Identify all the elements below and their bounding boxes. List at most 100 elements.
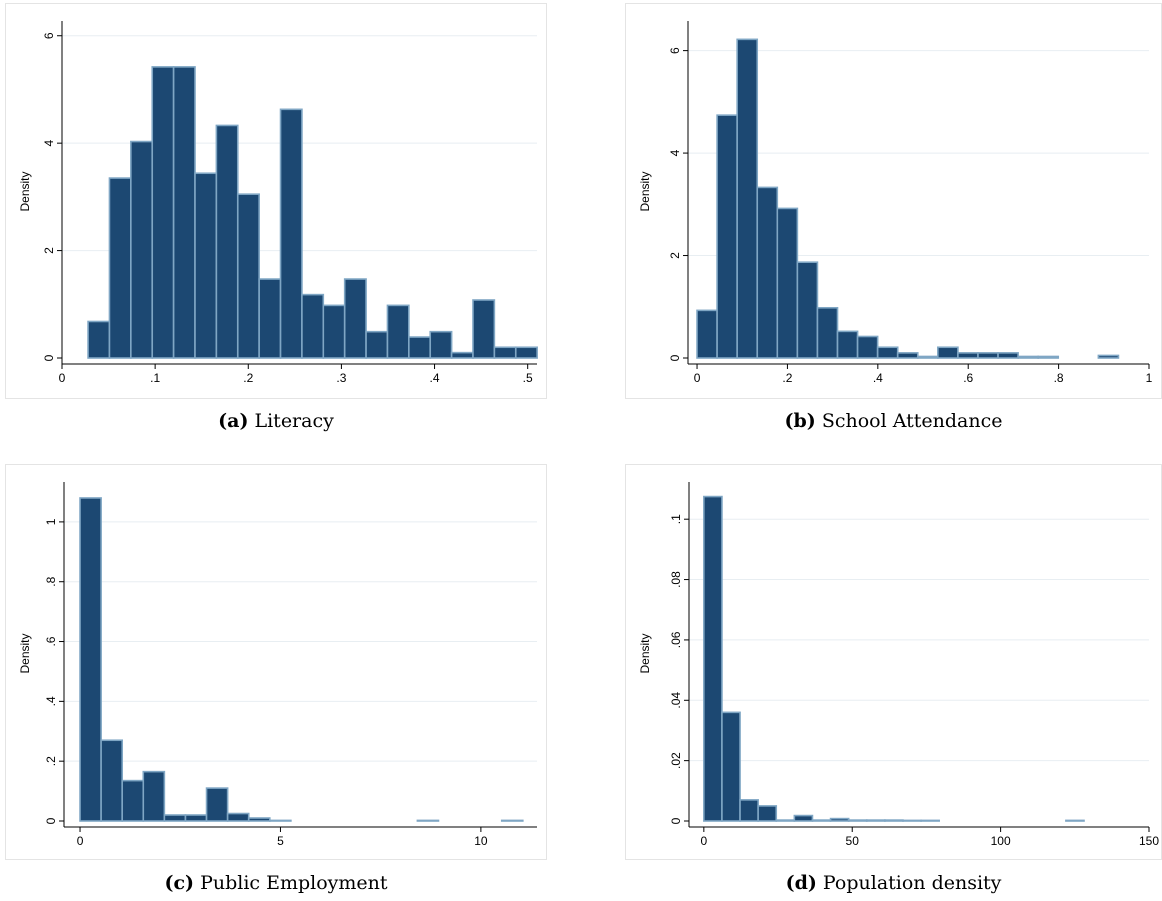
histogram-bar <box>1097 354 1120 359</box>
chart-panel-public-employment: 0.2.4.6.8 1 0 5 10 Density <box>5 464 547 860</box>
histogram-bar <box>268 819 292 822</box>
histogram-bar <box>796 261 819 359</box>
histogram-bar <box>896 352 919 359</box>
histogram-bar <box>365 330 389 359</box>
x-tick-label: 0 <box>694 371 701 385</box>
histogram-bar <box>247 817 271 822</box>
histogram-bar <box>343 278 367 359</box>
histogram-bar <box>757 805 778 822</box>
y-tick-label: .4 <box>44 696 58 706</box>
histogram-bar <box>87 320 111 359</box>
y-tick-label: .6 <box>44 636 58 646</box>
x-tick-label: .6 <box>963 371 973 385</box>
histogram-bar <box>500 819 524 822</box>
x-tick-label: .4 <box>873 371 883 385</box>
caption-label: (c) <box>164 872 195 894</box>
x-tick-label: 1 <box>1146 371 1153 385</box>
histogram-bar <box>301 293 325 359</box>
histogram-bar <box>514 346 538 359</box>
x-tick-label: 5 <box>277 834 284 848</box>
x-tick-label: .1 <box>150 371 160 385</box>
histogram-bar <box>776 207 799 359</box>
histogram-bar <box>493 346 517 359</box>
histogram-bar <box>205 787 229 822</box>
y-tick-label: .8 <box>44 576 58 586</box>
histogram-bar <box>258 278 282 359</box>
x-tick-label: 0 <box>59 371 66 385</box>
y-tick-label: 2 <box>668 252 682 259</box>
y-tick-label: 0 <box>669 817 683 824</box>
histogram-bar <box>130 140 154 359</box>
histogram-bar <box>937 346 959 359</box>
y-tick-label: .2 <box>44 756 58 766</box>
histogram-school-attendance: 0 2 4 6 0 .2 .4 .6 .8 1 Density <box>625 3 1162 399</box>
histogram-bar <box>215 124 239 359</box>
x-tick-label: 100 <box>991 834 1011 848</box>
caption-label: (d) <box>785 872 817 894</box>
x-tick-label: 0 <box>77 834 84 848</box>
x-tick-label: 150 <box>1139 834 1159 848</box>
histogram-bar <box>775 819 796 822</box>
caption-text: Literacy <box>254 410 334 432</box>
y-tick-label: 4 <box>668 149 682 156</box>
caption-public-employment: (c) Public Employment <box>5 872 547 894</box>
histogram-bar <box>1017 355 1039 359</box>
histogram-bar <box>739 799 759 822</box>
caption-label: (a) <box>218 410 249 432</box>
histogram-bar <box>108 177 132 359</box>
histogram-bar <box>79 497 102 822</box>
y-axis-label: Density <box>18 171 32 211</box>
histogram-bar <box>836 330 859 359</box>
histogram-bar <box>716 114 738 359</box>
histogram-bar <box>916 355 939 359</box>
histogram-bar <box>172 66 196 359</box>
histogram-bar <box>279 108 303 359</box>
histogram-bar <box>472 299 496 359</box>
y-tick-label: 0 <box>668 354 682 361</box>
y-tick-label: 0 <box>42 354 56 361</box>
chart-panel-school-attendance: 0 2 4 6 0 .2 .4 .6 .8 1 Density <box>625 3 1162 399</box>
y-axis-label: Density <box>638 633 652 673</box>
histogram-bar <box>163 814 187 822</box>
y-tick-label: .06 <box>669 631 683 648</box>
histogram-bar <box>756 186 779 359</box>
x-tick-label: .4 <box>430 371 440 385</box>
caption-label: (b) <box>784 410 816 432</box>
histogram-bar <box>847 819 868 822</box>
histogram-bar <box>226 812 250 822</box>
x-tick-label: .5 <box>523 371 533 385</box>
histogram-bar <box>322 304 346 359</box>
y-tick-label: .04 <box>669 692 683 709</box>
histogram-bar <box>884 819 904 822</box>
caption-population-density: (d) Population density <box>625 872 1162 894</box>
histogram-bar <box>957 352 979 359</box>
histogram-bar <box>736 38 759 359</box>
histogram-bar <box>151 66 175 359</box>
chart-panel-literacy: 0 2 4 6 0 .1 .2 .3 .4 .5 Density <box>5 3 547 399</box>
histogram-bar <box>721 711 741 822</box>
histogram-bar <box>236 193 260 359</box>
histogram-population-density: 0 .02 .04 .06 .08 .1 0 50 100 150 Density <box>625 464 1162 860</box>
histogram-bar <box>811 819 832 822</box>
histogram-bar <box>977 352 999 359</box>
x-tick-label: 50 <box>846 834 860 848</box>
histogram-bar <box>429 330 453 359</box>
histogram-bar <box>121 779 145 822</box>
x-tick-label: .3 <box>336 371 346 385</box>
caption-literacy: (a) Literacy <box>5 410 547 432</box>
histogram-bar <box>703 495 723 822</box>
y-tick-label: .08 <box>669 571 683 588</box>
y-tick-label: 2 <box>42 247 56 254</box>
caption-school-attendance: (b) School Attendance <box>625 410 1162 432</box>
y-tick-label: 4 <box>42 140 56 147</box>
y-tick-label: 6 <box>42 32 56 39</box>
y-axis-label: Density <box>18 633 32 673</box>
histogram-bar <box>1065 819 1085 822</box>
histogram-bar <box>856 335 879 359</box>
y-tick-label: .1 <box>669 514 683 524</box>
histogram-bar <box>865 819 886 822</box>
histogram-bar <box>696 309 718 359</box>
histogram-bar <box>386 304 410 359</box>
histogram-bar <box>194 172 218 359</box>
